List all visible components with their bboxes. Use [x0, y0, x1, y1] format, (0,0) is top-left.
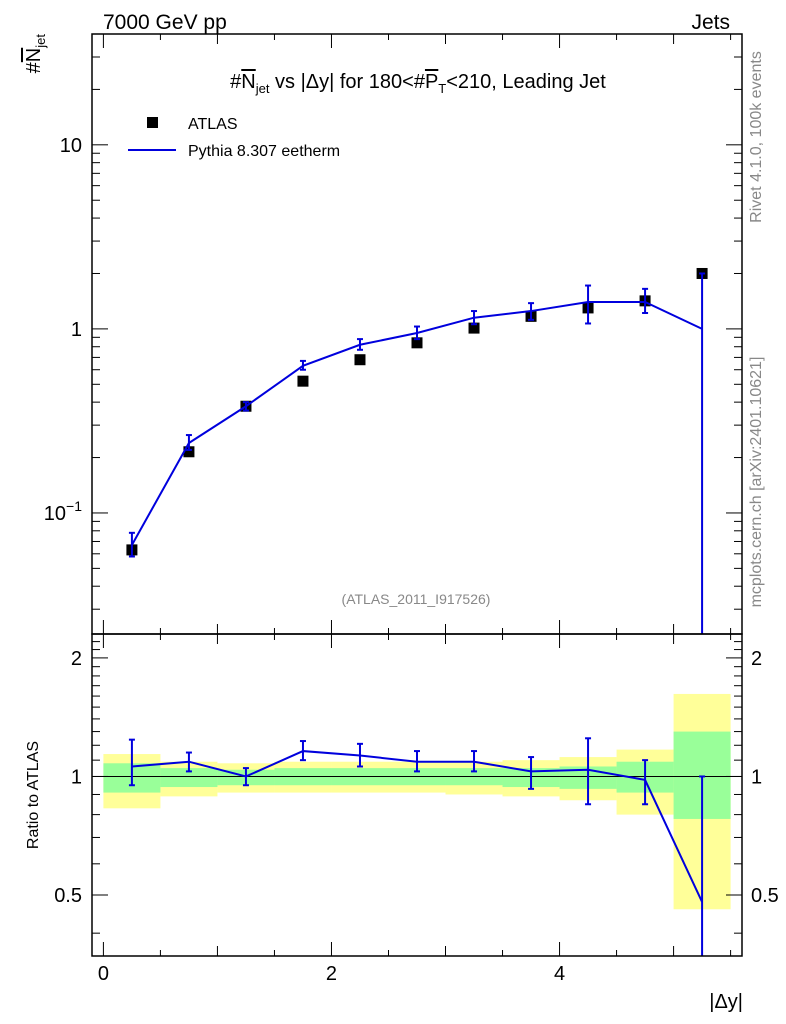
- legend-atlas-label: ATLAS: [188, 116, 238, 133]
- atlas-data-point: [297, 375, 309, 387]
- y-tick-label-main: 1: [71, 319, 82, 341]
- legend: ATLAS Pythia 8.307 eetherm: [128, 116, 340, 160]
- rivet-label: Rivet 4.1.0, 100k events: [748, 51, 765, 223]
- title-n-sub: jet: [255, 81, 270, 96]
- y-tick-base: 10: [60, 135, 82, 157]
- atlas-data-point: [354, 354, 366, 366]
- x-axis-label: |Δy|: [709, 991, 743, 1013]
- main-y-axis-label: #Njet: [23, 34, 48, 74]
- ratio-bands: [103, 693, 731, 910]
- header-energy-label: 7000 GeV pp: [103, 11, 227, 34]
- title-suffix: <210, Leading Jet: [446, 71, 606, 93]
- x-tick-label: 4: [554, 963, 565, 985]
- y-tick-label-ratio-left: 1: [71, 766, 82, 788]
- ylabel-sub: jet: [33, 34, 48, 49]
- title-p: P: [425, 71, 438, 93]
- y-tick-label-ratio-left: 2: [71, 648, 82, 670]
- legend-pythia-label: Pythia 8.307 eetherm: [188, 143, 340, 160]
- main-panel-data: [126, 267, 708, 634]
- title-mid: vs |Δy| for 180<#: [269, 71, 425, 93]
- main-plot-title: #Njet vs |Δy| for 180<#PT<210, Leading J…: [230, 71, 606, 96]
- analysis-watermark: (ATLAS_2011_I917526): [342, 591, 491, 607]
- ratio-panel-data: [128, 737, 706, 956]
- ratio-y-axis-label: Ratio to ATLAS: [25, 741, 42, 849]
- header-category-label: Jets: [691, 11, 730, 34]
- title-prefix: #: [230, 71, 242, 93]
- axis-ticks: [92, 33, 742, 956]
- legend-atlas-marker: [147, 117, 158, 128]
- ylabel-main: N: [23, 48, 45, 62]
- mcplots-label: mcplots.cern.ch [arXiv:2401.10621]: [748, 357, 765, 608]
- y-tick-label-main: 10−1: [44, 498, 82, 525]
- atlas-data-point: [183, 446, 195, 458]
- y-tick-base: 1: [71, 319, 82, 341]
- green-band-bin: [160, 768, 218, 788]
- atlas-data-point: [468, 322, 480, 334]
- y-tick-exponent: −1: [66, 498, 82, 514]
- atlas-data-point: [411, 337, 423, 349]
- y-tick-base: 10: [44, 503, 66, 525]
- ratio-plot-frame: [91, 633, 743, 957]
- ylabel-prefix: #: [23, 61, 45, 73]
- title-p-sub: T: [438, 81, 446, 96]
- x-tick-label: 2: [326, 963, 337, 985]
- y-tick-label-ratio-right: 2: [751, 648, 762, 670]
- y-tick-label-ratio-left: 0.5: [54, 885, 82, 907]
- x-tick-label: 0: [98, 963, 109, 985]
- y-tick-label-ratio-right: 0.5: [751, 885, 779, 907]
- y-tick-label-ratio-right: 1: [751, 766, 762, 788]
- y-tick-label-main: 10: [60, 135, 82, 157]
- title-n: N: [241, 71, 255, 93]
